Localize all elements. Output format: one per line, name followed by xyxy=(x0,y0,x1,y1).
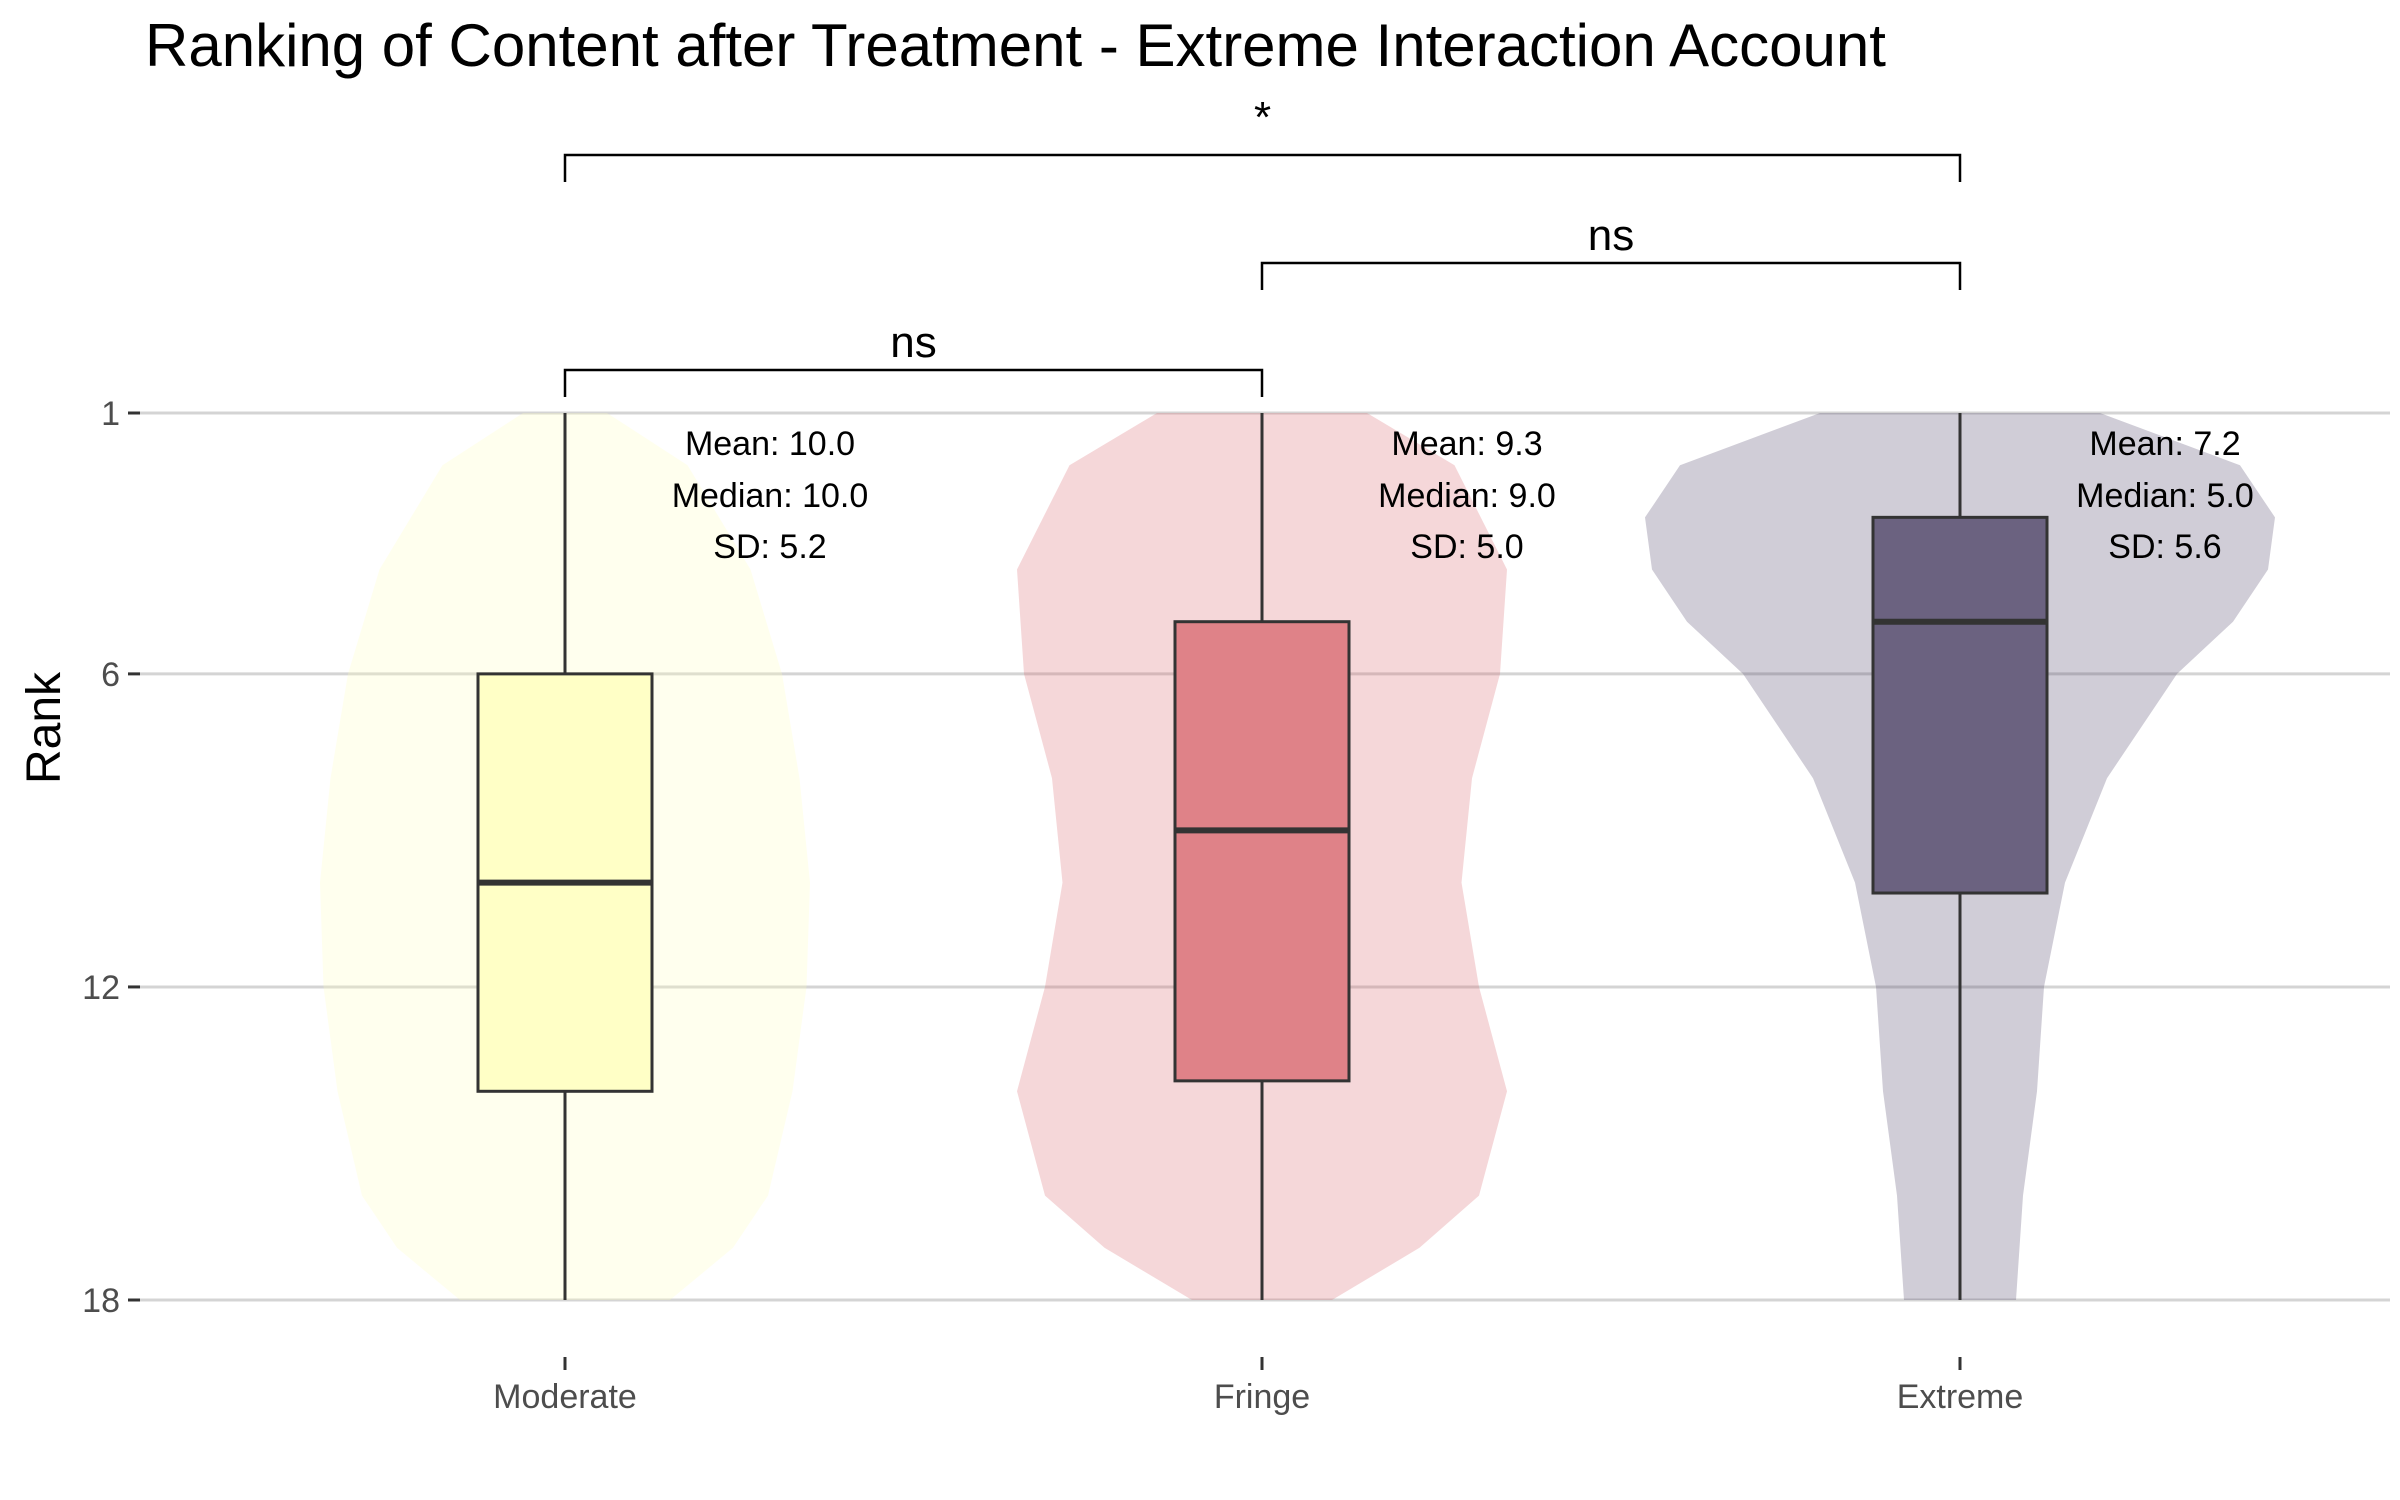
x-tick-label: Moderate xyxy=(493,1378,637,1416)
stat-mean: Mean: 9.3 xyxy=(1391,425,1542,463)
x-tick-label: Extreme xyxy=(1897,1378,2024,1416)
box xyxy=(1871,515,2049,895)
x-tick-label: Fringe xyxy=(1214,1378,1310,1416)
boxplots xyxy=(476,413,2049,1300)
stat-mean: Mean: 10.0 xyxy=(685,425,855,463)
summary-stats: Mean: 10.0 Median: 10.0 SD: 5.2 Mean: 9.3 Me… xyxy=(672,425,2254,566)
stat-sd: SD: 5.6 xyxy=(2108,528,2221,566)
stat-sd: SD: 5.0 xyxy=(1410,528,1523,566)
bracket-fringe-extreme xyxy=(1260,261,1962,290)
box xyxy=(1173,620,1351,1083)
boxplot-fringe xyxy=(1173,413,1351,1300)
significance-brackets: * ns ns xyxy=(563,93,1962,397)
chart-title: Ranking of Content after Treatment - Ext… xyxy=(145,12,1886,79)
y-axis-label: Rank xyxy=(18,671,71,784)
boxplot-moderate xyxy=(476,413,654,1300)
stat-mean: Mean: 7.2 xyxy=(2089,425,2240,463)
stat-median: Median: 9.0 xyxy=(1378,477,1556,515)
bracket-moderate-extreme xyxy=(563,153,1962,182)
stat-median: Median: 5.0 xyxy=(2076,477,2254,515)
bracket-moderate-fringe xyxy=(563,368,1264,397)
axes: 1 6 12 18 Moderate Fringe Extreme xyxy=(82,395,2023,1416)
stat-median: Median: 10.0 xyxy=(672,477,869,515)
y-tick-label: 12 xyxy=(82,969,120,1007)
significance-label: ns xyxy=(890,318,936,367)
stat-sd: SD: 5.2 xyxy=(713,528,826,566)
significance-label: ns xyxy=(1588,211,1634,260)
y-tick-label: 18 xyxy=(82,1282,120,1320)
y-tick-label: 6 xyxy=(101,656,120,694)
significance-label: * xyxy=(1254,93,1271,142)
boxplot-extreme xyxy=(1871,413,2049,1300)
y-tick-label: 1 xyxy=(101,395,120,433)
